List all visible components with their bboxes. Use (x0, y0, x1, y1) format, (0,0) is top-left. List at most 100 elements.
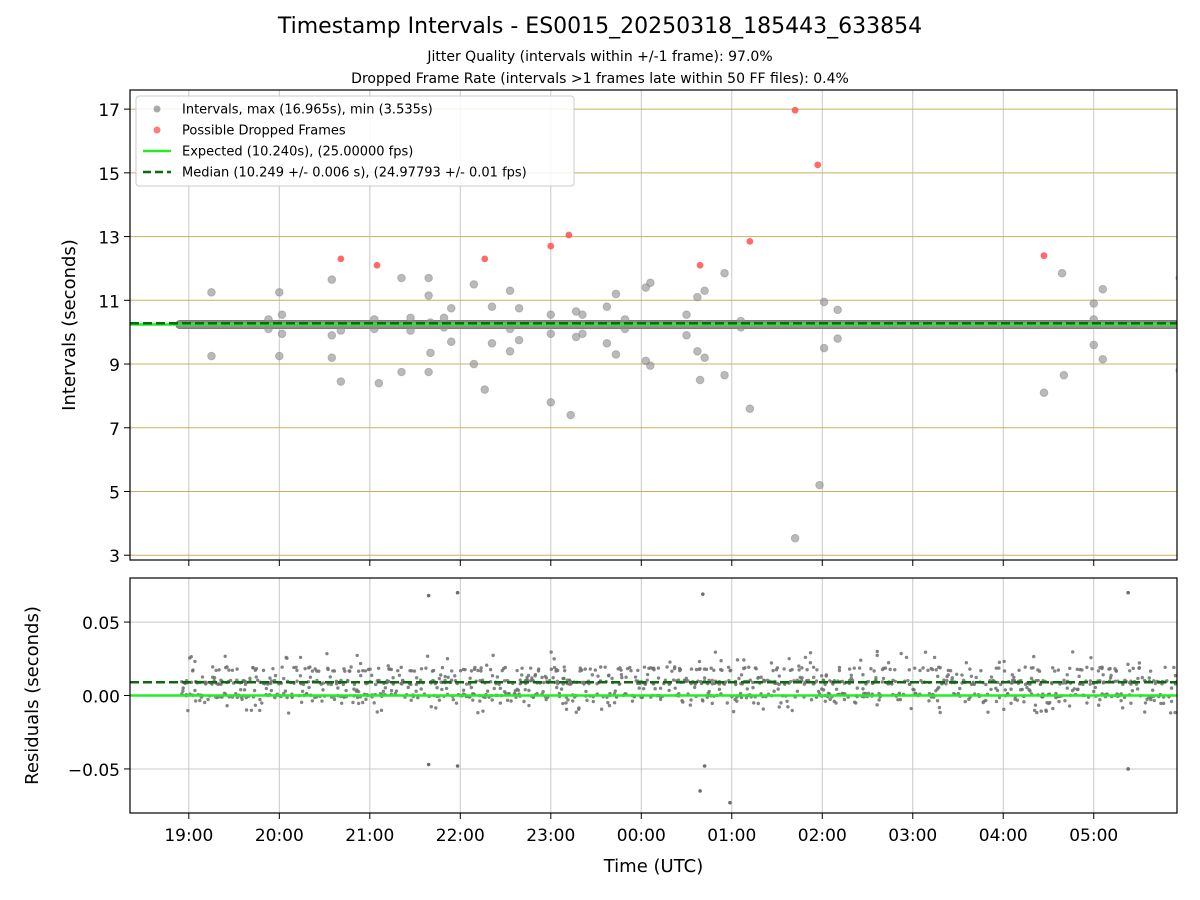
residual-point (298, 655, 303, 660)
residual-point (854, 701, 858, 705)
interval-point (480, 385, 490, 394)
residual-point (723, 680, 728, 684)
residual-point (1172, 665, 1176, 670)
residual-point (498, 686, 503, 691)
interval-point (374, 378, 384, 388)
residual-point (317, 669, 321, 673)
residual-point (1053, 669, 1057, 673)
dropped-frame-point (696, 261, 704, 269)
residual-point (480, 678, 485, 682)
residual-point (368, 667, 372, 671)
residual-point (837, 665, 842, 670)
interval-point (745, 404, 755, 413)
legend: Intervals, max (16.965s), min (3.535s) Po… (135, 95, 575, 187)
residual-point (1023, 665, 1027, 669)
residual-point (582, 682, 586, 686)
residual-point (689, 667, 694, 671)
interval-point (700, 286, 709, 296)
residual-point (842, 697, 847, 702)
residual-point (569, 682, 573, 686)
residual-point (399, 681, 403, 686)
residual-point (893, 679, 898, 684)
residual-point (360, 700, 365, 705)
residual-point (1131, 666, 1135, 671)
residual-point (303, 666, 307, 671)
residual-point (454, 701, 459, 705)
residual-point (1029, 676, 1034, 681)
residual-point (564, 707, 569, 711)
residual-point (252, 688, 257, 693)
residual-point (1136, 676, 1140, 681)
residual-point (619, 672, 624, 677)
residual-point (348, 669, 352, 673)
residual-point (271, 666, 275, 671)
residual-point (645, 672, 650, 677)
residual-point (984, 682, 988, 687)
residual-point (790, 708, 794, 713)
dropped-frame-point (791, 106, 799, 114)
residual-point (921, 666, 925, 670)
residual-point (656, 666, 661, 670)
residual-point (906, 678, 910, 683)
residual-point (479, 666, 483, 670)
residual-point (888, 667, 892, 672)
interval-point (514, 335, 524, 345)
interval-point (546, 329, 556, 339)
bottom-axes-frame (129, 577, 1178, 814)
residual-point (425, 654, 430, 658)
residual-point (591, 699, 596, 704)
residual-point (834, 687, 839, 692)
residual-point (1044, 708, 1048, 712)
residual-point (599, 707, 604, 711)
residual-point (1010, 673, 1014, 677)
residual-point (847, 667, 852, 671)
residual-point (1002, 659, 1006, 664)
residual-point (583, 667, 587, 671)
residual-point (859, 658, 863, 662)
interval-point (833, 305, 842, 315)
residual-point (997, 666, 1001, 670)
residual-point (443, 674, 447, 679)
residual-point (883, 666, 888, 670)
dropped-frame-point (814, 161, 822, 169)
residual-point (559, 687, 564, 691)
residual-point (566, 698, 570, 702)
residual-point (974, 675, 978, 680)
residual-point (320, 699, 324, 703)
residual-point (217, 668, 221, 672)
residual-point (823, 699, 827, 703)
residual-point (239, 687, 243, 692)
residual-point (562, 668, 567, 673)
residual-point (555, 679, 560, 684)
residual-point (937, 685, 941, 690)
residual-point (633, 675, 638, 679)
residual-point (264, 686, 269, 691)
residual-point (751, 685, 755, 690)
residual-point (1101, 680, 1106, 684)
residual-point (984, 698, 988, 703)
residual-point (249, 708, 254, 713)
interval-point (815, 480, 824, 490)
residual-point (1068, 666, 1072, 671)
residual-point (704, 667, 709, 672)
residual-point (585, 698, 589, 703)
residual-point (866, 691, 871, 696)
residual-point (1096, 669, 1101, 673)
residual-point (811, 665, 816, 670)
interval-point (819, 343, 829, 353)
dropped-frame-point (1040, 252, 1048, 260)
interval-point (275, 351, 284, 361)
residual-point (1159, 701, 1163, 706)
residual-point (1051, 706, 1055, 711)
residual-point (282, 676, 286, 681)
residual-point (458, 669, 463, 673)
residual-point (520, 666, 524, 670)
interval-point (578, 329, 587, 339)
residual-point (440, 665, 445, 670)
residual-point (490, 674, 495, 678)
residual-point (1015, 698, 1020, 702)
residual-point (419, 687, 423, 691)
residual-point (1120, 706, 1125, 710)
residual-point (1161, 701, 1166, 706)
residual-point (414, 676, 419, 680)
